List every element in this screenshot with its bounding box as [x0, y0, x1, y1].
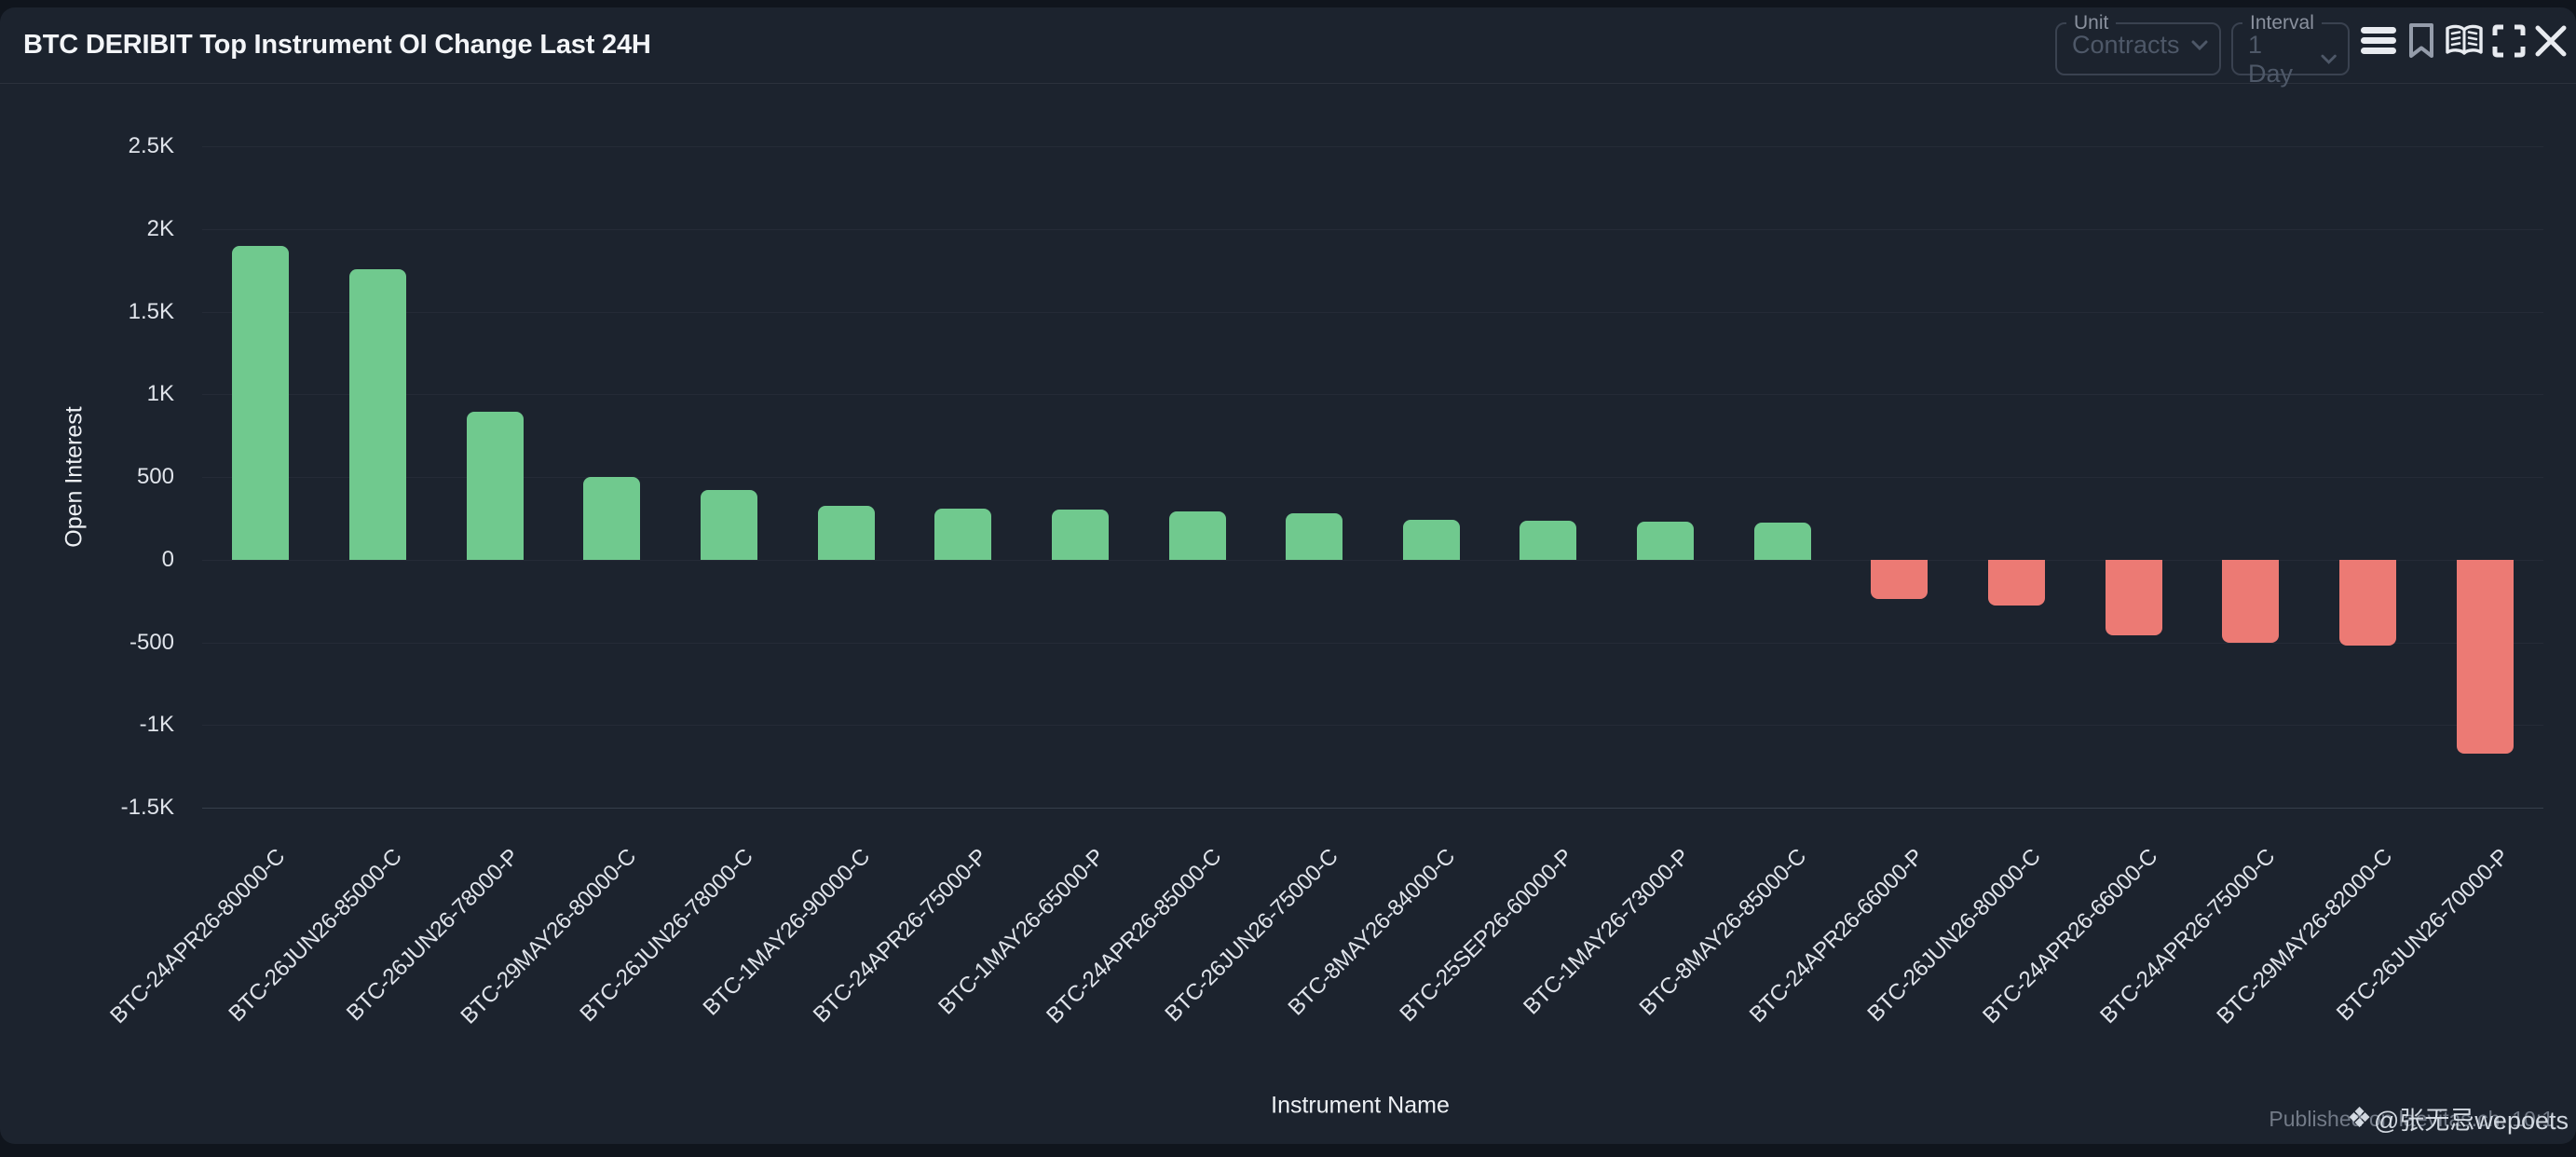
- x-axis-title: Instrument Name: [1271, 1092, 1450, 1119]
- bar-BTC-29MAY26-82000-C[interactable]: [2339, 559, 2397, 647]
- header-toolbar: [2359, 22, 2568, 60]
- y-tick-label: 0: [161, 546, 174, 572]
- bar-BTC-1MAY26-65000-P[interactable]: [1051, 509, 1109, 560]
- interval-select[interactable]: Interval 1 Day: [2231, 12, 2350, 88]
- open-book-icon[interactable]: [2445, 23, 2484, 59]
- gridline: [202, 228, 2543, 230]
- y-tick-label: -1K: [139, 712, 174, 738]
- y-tick-label: 1.5K: [128, 298, 174, 324]
- bookmark-icon[interactable]: [2406, 22, 2436, 60]
- y-tick-label: 2.5K: [128, 133, 174, 158]
- bar-BTC-8MAY26-85000-C[interactable]: [1753, 522, 1811, 560]
- chart-card: BTC DERIBIT Top Instrument OI Change Las…: [0, 7, 2576, 1144]
- bar-BTC-29MAY26-80000-C[interactable]: [583, 477, 641, 560]
- bar-BTC-26JUN26-75000-C[interactable]: [1286, 513, 1343, 560]
- fullscreen-icon[interactable]: [2492, 24, 2526, 58]
- bar-BTC-24APR26-75000-P[interactable]: [934, 508, 992, 560]
- hamburger-menu-icon[interactable]: [2359, 24, 2398, 58]
- bar-BTC-1MAY26-73000-P[interactable]: [1637, 521, 1695, 560]
- unit-select-value: Contracts: [2072, 31, 2180, 59]
- close-icon[interactable]: [2534, 24, 2568, 58]
- unit-select[interactable]: Unit Contracts: [2055, 12, 2221, 75]
- bar-BTC-24APR26-66000-C[interactable]: [2105, 559, 2162, 636]
- bar-BTC-24APR26-80000-C[interactable]: [232, 245, 290, 560]
- gridline: [202, 559, 2543, 561]
- gridline: [202, 808, 2543, 809]
- bar-BTC-26JUN26-85000-C[interactable]: [348, 269, 406, 560]
- bar-BTC-24APR26-66000-P[interactable]: [1871, 559, 1929, 600]
- chevron-down-icon: [2321, 54, 2337, 64]
- y-tick-label: 1K: [146, 381, 174, 407]
- y-tick-label: -500: [129, 629, 174, 655]
- interval-select-label: Interval: [2250, 12, 2314, 34]
- gridline: [202, 311, 2543, 313]
- bar-BTC-26JUN26-78000-P[interactable]: [466, 411, 524, 560]
- chevron-down-icon: [2191, 40, 2208, 50]
- y-axis-title: Open Interest: [61, 406, 88, 548]
- y-tick-label: 2K: [146, 215, 174, 241]
- watermark-text: @张无忌wepoets: [2374, 1107, 2569, 1135]
- bar-BTC-24APR26-85000-C[interactable]: [1168, 511, 1226, 560]
- published-attribution: Published on laevitas.ch, 10:1: [2269, 1107, 2554, 1131]
- interval-select-value: 1 Day: [2248, 31, 2294, 88]
- bar-BTC-26JUN26-80000-C[interactable]: [1988, 559, 2046, 606]
- bar-BTC-1MAY26-90000-C[interactable]: [817, 506, 875, 560]
- gridline: [202, 725, 2543, 727]
- bar-BTC-25SEP26-60000-P[interactable]: [1520, 521, 1577, 560]
- page-title: BTC DERIBIT Top Instrument OI Change Las…: [23, 30, 651, 60]
- gridline: [202, 642, 2543, 644]
- diamond-logo-icon: ❖: [2347, 1103, 2373, 1134]
- gridline: [202, 477, 2543, 478]
- gridline: [202, 146, 2543, 147]
- unit-select-label: Unit: [2074, 12, 2109, 34]
- bar-BTC-26JUN26-70000-P[interactable]: [2456, 559, 2514, 755]
- y-tick-label: 500: [136, 464, 174, 489]
- bar-BTC-8MAY26-84000-C[interactable]: [1402, 520, 1460, 560]
- bar-BTC-24APR26-75000-C[interactable]: [2222, 559, 2280, 644]
- gridline: [202, 394, 2543, 396]
- y-tick-label: -1.5K: [120, 795, 174, 820]
- bar-BTC-26JUN26-78000-C[interactable]: [700, 490, 757, 560]
- watermark: ❖ @张无忌wepoets: [2347, 1100, 2569, 1137]
- header-divider: [0, 83, 2576, 84]
